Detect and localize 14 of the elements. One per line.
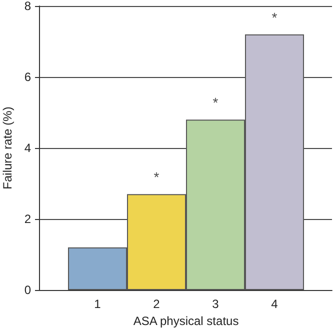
y-tick-label: 6 — [24, 70, 32, 84]
x-axis-title: ASA physical status — [133, 314, 239, 328]
x-tick-label: 4 — [271, 297, 278, 311]
y-tick-label: 4 — [24, 141, 32, 155]
y-axis-title: Failure rate (%) — [0, 106, 14, 190]
x-tick-label: 1 — [94, 297, 102, 311]
y-tick-label: 2 — [24, 212, 32, 226]
y-tick-label: 0 — [24, 283, 32, 297]
x-tick-label: 2 — [153, 297, 160, 311]
x-tick-label: 3 — [212, 297, 220, 311]
annotation: * — [272, 9, 278, 26]
annotation: * — [154, 169, 160, 186]
y-tick-label: 8 — [24, 0, 32, 13]
annotation: * — [212, 94, 219, 111]
